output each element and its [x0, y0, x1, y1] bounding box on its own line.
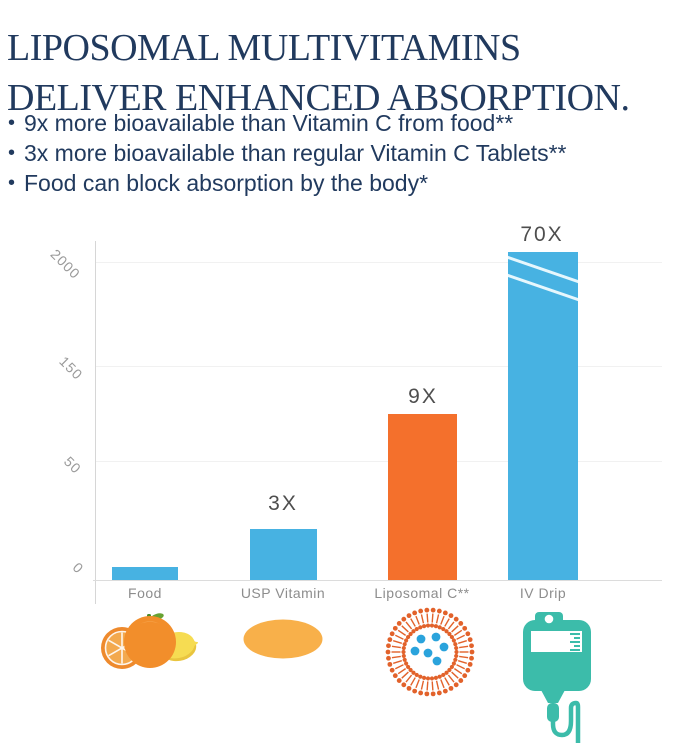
- gridline-2000: [96, 262, 662, 263]
- liposome-core-dots: [410, 632, 449, 666]
- bar-iv-drip: [508, 252, 578, 580]
- list-item: • Food can block absorption by the body*: [8, 168, 673, 198]
- gridline-50: [96, 461, 662, 462]
- x-tick-food: Food: [128, 585, 162, 601]
- page-title: LIPOSOMAL MULTIVITAMINS DELIVER ENHANCED…: [7, 23, 679, 123]
- y-axis-line: [95, 241, 96, 604]
- value-label-9x: 9X: [408, 385, 438, 408]
- bullet-text-3: Food can block absorption by the body*: [24, 170, 429, 196]
- title-line-2: DELIVER ENHANCED ABSORPTION.: [7, 77, 630, 120]
- y-tick-50: 50: [60, 453, 85, 477]
- bullet-dot-icon: •: [8, 112, 16, 134]
- bullet-text-2: 3x more bioavailable than regular Vitami…: [24, 140, 567, 166]
- list-item: • 3x more bioavailable than regular Vita…: [8, 138, 673, 168]
- liposome-spokes: [385, 607, 475, 697]
- iv-tube: [550, 700, 581, 743]
- x-tick-liposomal-c: Liposomal C**: [374, 585, 470, 601]
- y-tick-0: 0: [69, 559, 88, 577]
- title-line-1: LIPOSOMAL MULTIVITAMINS: [7, 27, 521, 70]
- bar-food: [112, 567, 178, 580]
- liposome-icon: [385, 607, 475, 697]
- iv-drip-bag-icon: [523, 612, 591, 743]
- benefit-bullet-list: • 9x more bioavailable than Vitamin C fr…: [8, 108, 673, 198]
- citrus-fruit-icon: [101, 613, 198, 669]
- bullet-dot-icon: •: [8, 142, 16, 164]
- y-tick-2000: 2000: [47, 245, 84, 283]
- x-tick-iv-drip: IV Drip: [519, 585, 567, 601]
- value-label-3x: 3X: [268, 492, 298, 515]
- bullet-text-1: 9x more bioavailable than Vitamin C from…: [24, 110, 514, 136]
- x-tick-usp-vitamin: USP Vitamin: [240, 585, 326, 601]
- vitamin-tablet-icon: [243, 619, 323, 659]
- axis-break-mark: [508, 252, 578, 287]
- bar-usp-vitamin: [250, 529, 317, 580]
- list-item: • 9x more bioavailable than Vitamin C fr…: [8, 108, 673, 138]
- value-label-70x: 70X: [520, 223, 564, 246]
- bullet-dot-icon: •: [8, 172, 16, 194]
- axis-break-mark: [508, 270, 578, 305]
- gridline-150: [96, 366, 662, 367]
- y-tick-150: 150: [56, 353, 87, 383]
- bar-liposomal-c: [388, 414, 457, 580]
- x-axis-line: [93, 580, 662, 581]
